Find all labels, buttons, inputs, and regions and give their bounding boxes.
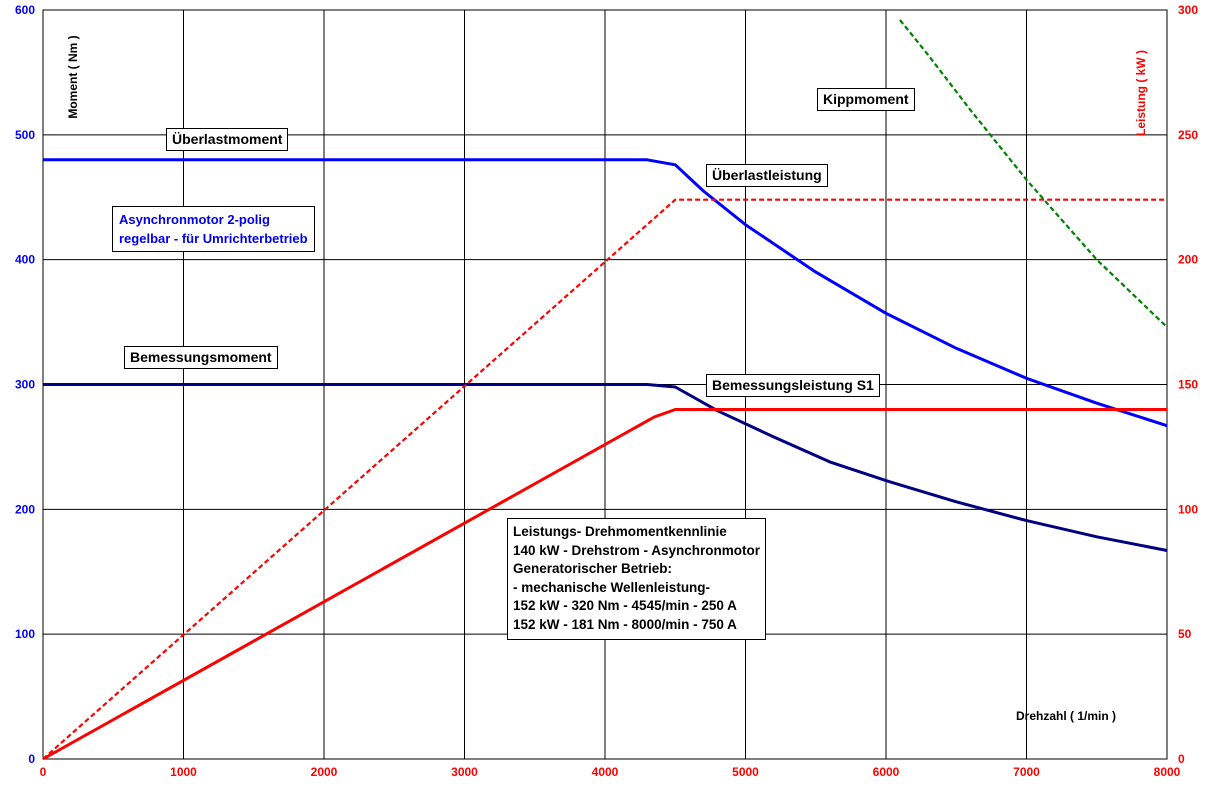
- y-left-tick-label: 400: [15, 253, 35, 267]
- annotation-line: Überlastmoment: [172, 131, 283, 147]
- x-tick-label: 5000: [732, 765, 759, 779]
- y-left-tick-label: 500: [15, 128, 35, 142]
- y-right-tick-label: 250: [1178, 128, 1198, 142]
- y-left-tick-label: 200: [15, 502, 35, 516]
- annotation-line: - mechanische Wellenleistung-: [513, 579, 711, 595]
- annotation-line: 140 kW - Drehstrom - Asynchronmotor: [513, 542, 761, 558]
- x-tick-label: 6000: [873, 765, 900, 779]
- annotation-line: 152 kW - 181 Nm - 8000/min - 750 A: [513, 616, 737, 632]
- annotation-asynchronmotor: Asynchronmotor 2-polig regelbar - für Umr…: [112, 206, 315, 252]
- series-bemessungsmoment: [43, 383, 1168, 552]
- x-tick-label: 2000: [311, 765, 338, 779]
- series-bemessungsleistung-s1: [42, 408, 1167, 761]
- annotation-kippmoment: Kippmoment: [817, 88, 915, 111]
- x-tick-label: 3000: [451, 765, 478, 779]
- annotation-line: regelbar - für Umrichterbetrieb: [119, 231, 308, 246]
- x-tick-label: 4000: [592, 765, 619, 779]
- y-right-tick-label: 100: [1178, 502, 1198, 516]
- annotation-ueberlastleistung: Überlastleistung: [706, 164, 828, 187]
- x-tick-label: 0: [40, 765, 47, 779]
- x-tick-label: 7000: [1013, 765, 1040, 779]
- annotation-line: Bemessungsleistung S1: [712, 377, 874, 393]
- series-group: [42, 19, 1168, 761]
- x-tick-label: 1000: [170, 765, 197, 779]
- annotation-line: Leistungs- Drehmomentkennlinie: [513, 524, 727, 539]
- annotation-line: 152 kW - 320 Nm - 4545/min - 250 A: [513, 598, 737, 614]
- y-right-axis-title: Leistung ( kW ): [1134, 50, 1148, 136]
- y-right-tick-label: 50: [1178, 627, 1192, 641]
- y-right-tick-label: 300: [1178, 3, 1198, 17]
- series-überlastmoment: [43, 158, 1168, 428]
- y-right-tick-label: 200: [1178, 253, 1198, 267]
- y-left-tick-label: 300: [15, 378, 35, 392]
- annotation-line: Generatorischer Betrieb:: [513, 561, 673, 577]
- annotation-bemessungsleistung: Bemessungsleistung S1: [706, 374, 880, 397]
- y-right-tick-label: 150: [1178, 378, 1198, 392]
- y-left-tick-label: 100: [15, 627, 35, 641]
- x-axis-title: Drehzahl ( 1/min ): [1016, 709, 1116, 723]
- annotation-line: Asynchronmotor 2-polig: [119, 212, 270, 227]
- tick-labels: 0 1000 2000 3000 4000 5000 6000 7000 80000100200…: [15, 3, 1198, 779]
- y-right-tick-label: 0: [1178, 752, 1185, 766]
- annotation-line: Kippmoment: [823, 91, 909, 107]
- annotation-ueberlastmoment: Überlastmoment: [166, 128, 289, 151]
- series-überlastleistung: [42, 198, 1167, 760]
- y-left-axis-title: Moment ( Nm ): [66, 35, 80, 118]
- annotation-line: Bemessungsmoment: [130, 349, 272, 365]
- x-tick-label: 8000: [1154, 765, 1181, 779]
- annotation-bemessungsmoment: Bemessungsmoment: [124, 346, 278, 369]
- y-left-tick-label: 0: [28, 752, 35, 766]
- y-left-tick-label: 600: [15, 3, 35, 17]
- annotation-line: Überlastleistung: [712, 167, 822, 183]
- annotation-info: Leistungs- Drehmomentkennlinie 140 kW - D…: [507, 518, 767, 640]
